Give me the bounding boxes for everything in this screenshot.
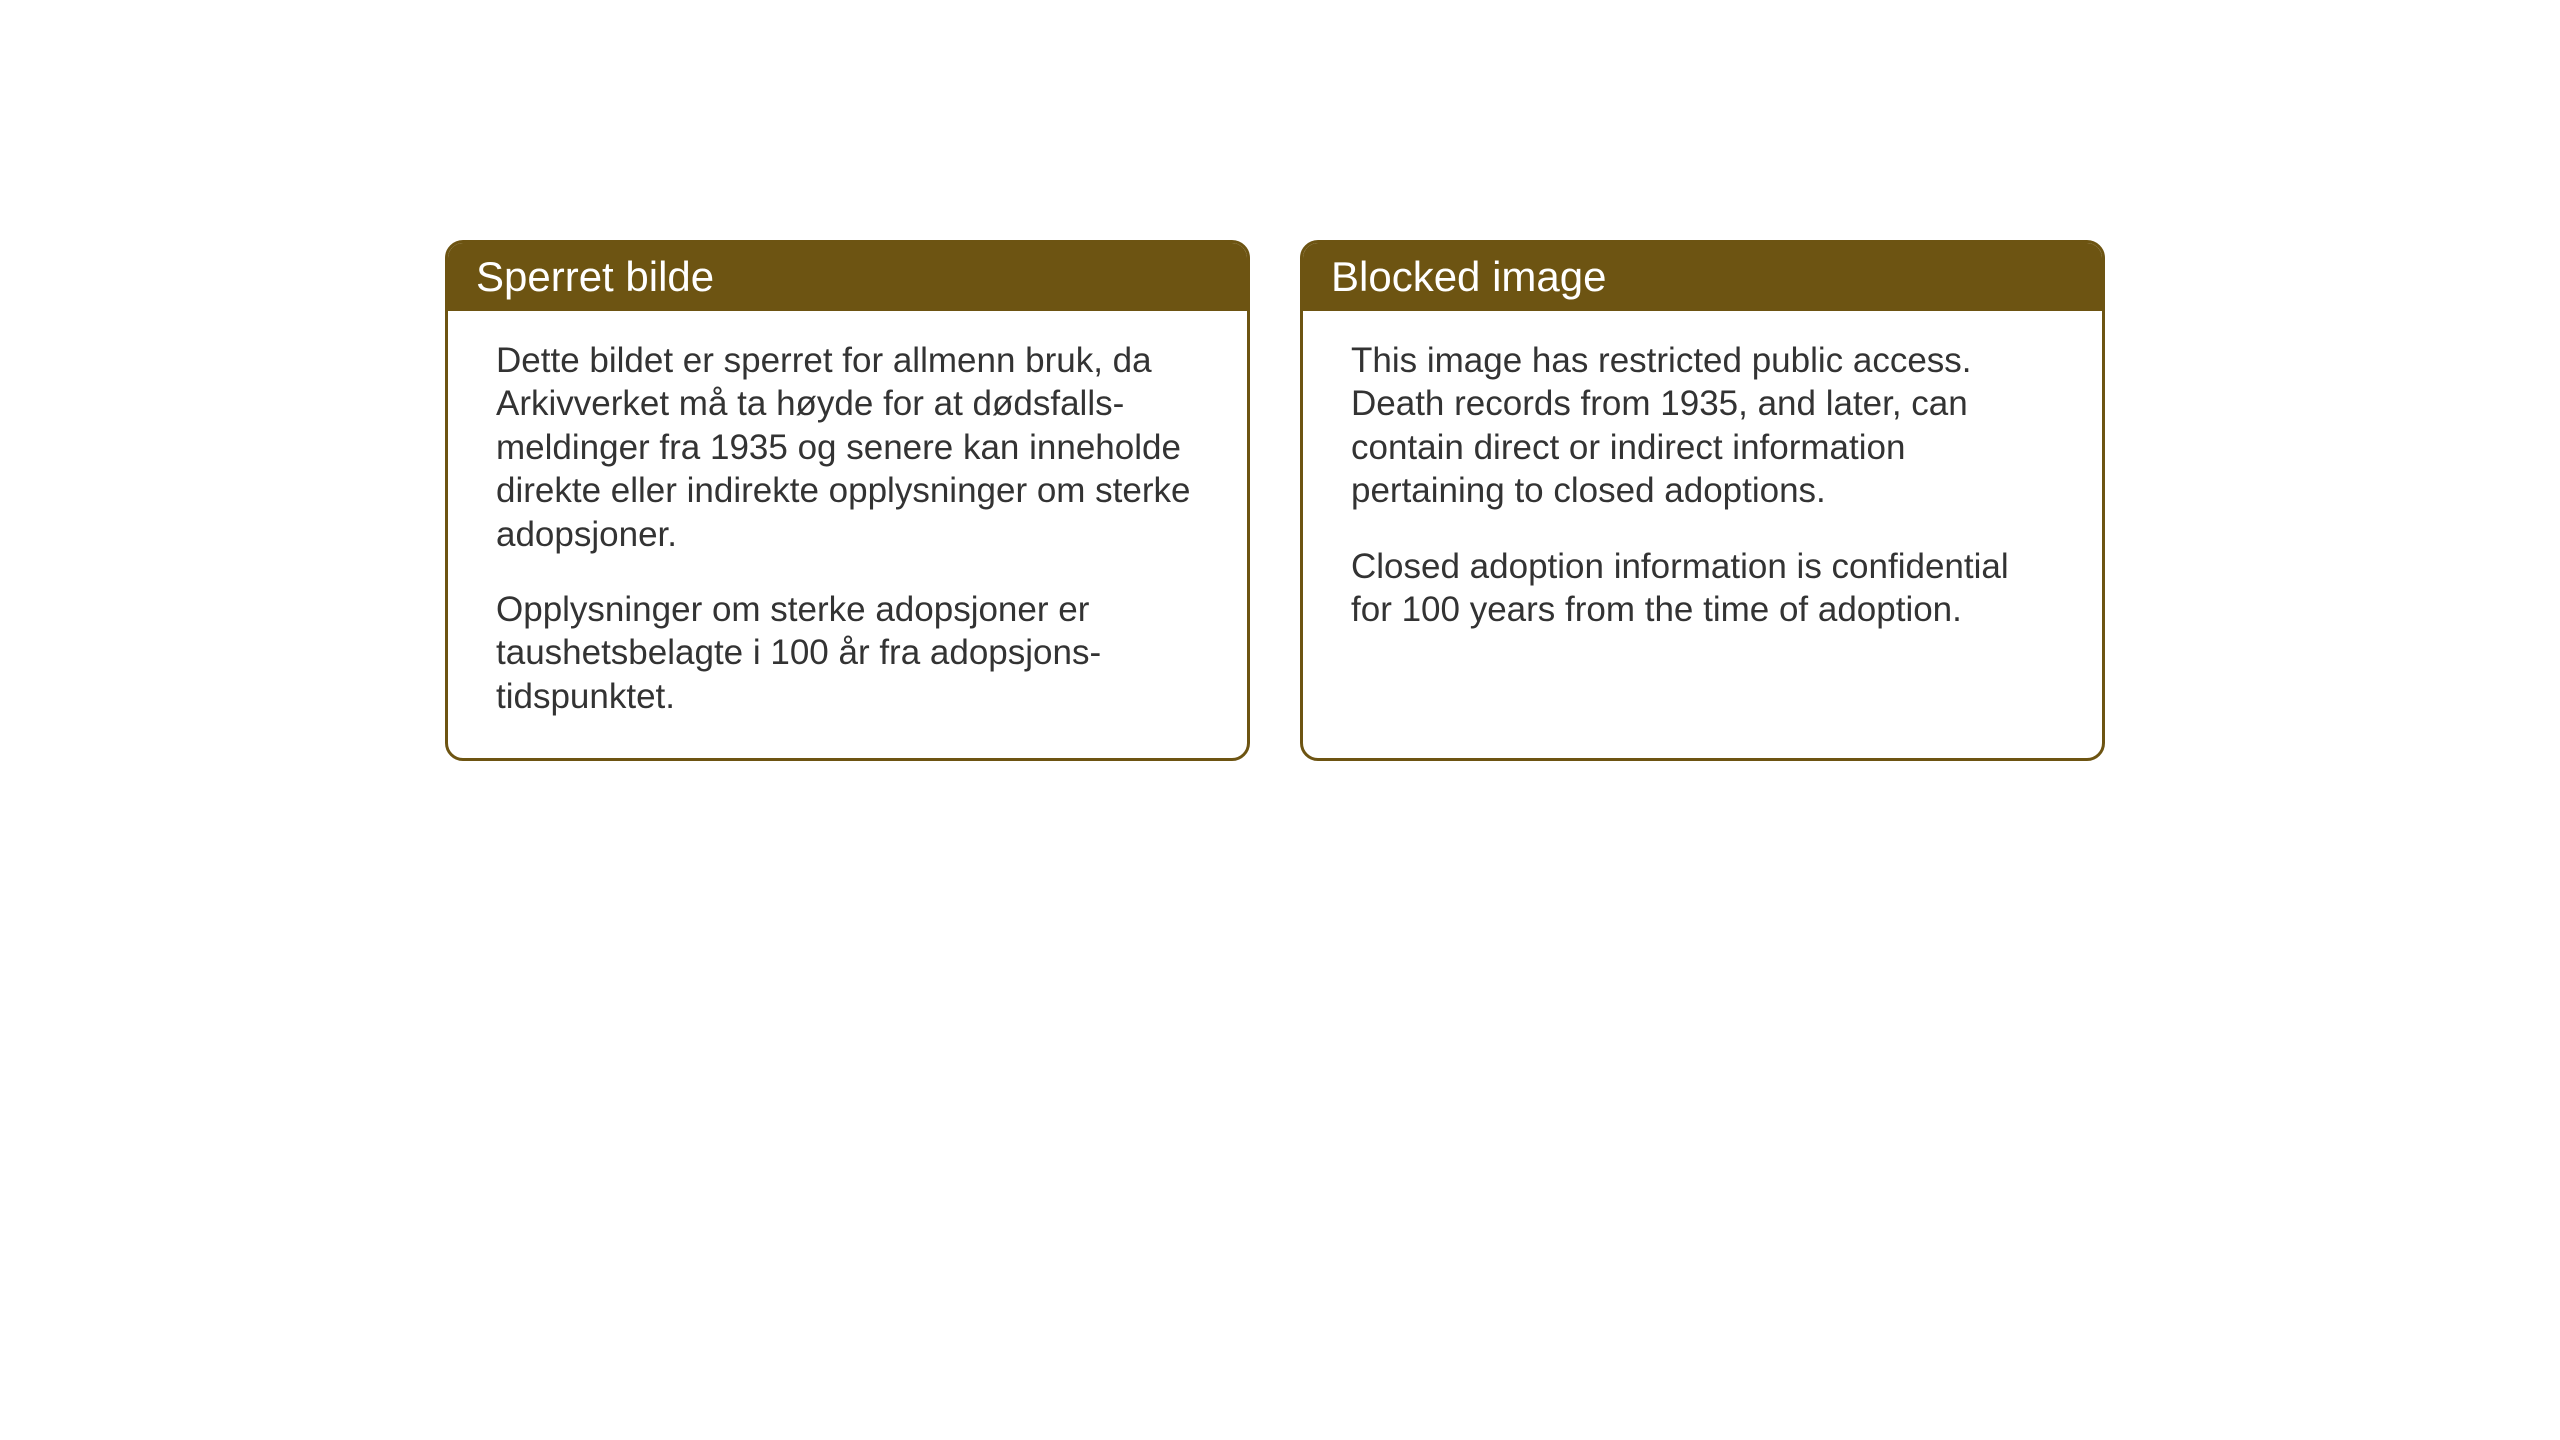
card-paragraph-2-english: Closed adoption information is confident…: [1351, 545, 2054, 632]
card-paragraph-1-norwegian: Dette bildet er sperret for allmenn bruk…: [496, 339, 1199, 556]
card-header-english: Blocked image: [1303, 243, 2102, 311]
card-header-norwegian: Sperret bilde: [448, 243, 1247, 311]
card-title-english: Blocked image: [1331, 253, 1606, 300]
card-body-english: This image has restricted public access.…: [1303, 311, 2102, 671]
notice-container: Sperret bilde Dette bildet er sperret fo…: [445, 240, 2105, 761]
card-paragraph-1-english: This image has restricted public access.…: [1351, 339, 2054, 513]
notice-card-norwegian: Sperret bilde Dette bildet er sperret fo…: [445, 240, 1250, 761]
card-body-norwegian: Dette bildet er sperret for allmenn bruk…: [448, 311, 1247, 758]
notice-card-english: Blocked image This image has restricted …: [1300, 240, 2105, 761]
card-paragraph-2-norwegian: Opplysninger om sterke adopsjoner er tau…: [496, 588, 1199, 718]
card-title-norwegian: Sperret bilde: [476, 253, 714, 300]
